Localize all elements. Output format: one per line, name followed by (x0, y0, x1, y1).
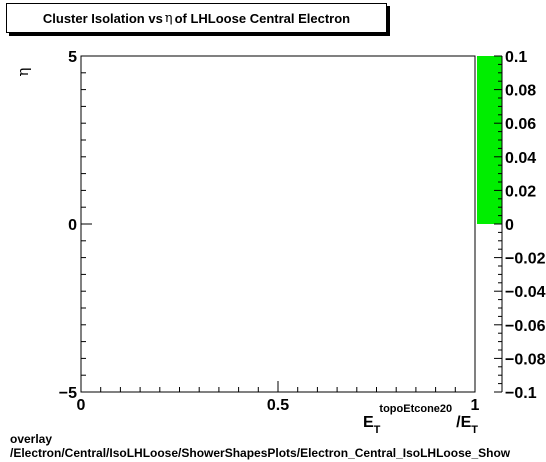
z-tick-label: −0.1 (505, 385, 537, 402)
y-axis: −5 0 5 (59, 49, 92, 402)
x-label-sub: T (374, 424, 381, 436)
x-label-sub2: T (471, 424, 478, 436)
y-axis-label: η (14, 68, 32, 77)
x-label-sup: topoEtcone20 (379, 403, 452, 415)
x-label-base: E (363, 414, 374, 431)
footer-line-2: /Electron/Central/IsoLHLoose/ShowerShape… (10, 446, 511, 460)
z-tick-label: 0 (505, 217, 514, 234)
x-tick-label: 1 (471, 397, 480, 414)
colorbar-axis: −0.1 −0.08 −0.06 −0.04 −0.02 0 0.02 0.04 0.06 0.0… (494, 49, 546, 402)
colorbar: −0.1 −0.08 −0.06 −0.04 −0.02 0 0.02 0.04 0.06 0.0… (477, 49, 546, 402)
z-tick-label: 0.04 (505, 150, 536, 167)
y-tick-label: −5 (59, 385, 77, 402)
plot-frame (80, 55, 476, 393)
z-tick-label: 0.08 (505, 83, 536, 100)
y-tick-label: 5 (68, 49, 77, 66)
x-axis-label: ETtopoEtcone20/ET (363, 403, 478, 436)
z-tick-label: −0.06 (505, 318, 546, 335)
z-tick-label: −0.08 (505, 351, 546, 368)
x-tick-label: 0.5 (267, 397, 289, 414)
footer-line-1: overlay (10, 432, 53, 446)
z-tick-label: −0.04 (505, 284, 546, 301)
title-part-2: of LHLoose Central Electron (174, 10, 351, 26)
x-tick-label: 0 (77, 397, 86, 414)
x-label-sep: /E (456, 414, 471, 431)
z-tick-label: 0.1 (505, 49, 527, 66)
chart-title: Cluster Isolation vs η of LHLoose Centra… (6, 3, 387, 33)
x-axis: 0 0.5 1 (77, 381, 480, 414)
title-eta: η (164, 10, 173, 26)
y-tick-label: 0 (68, 217, 77, 234)
z-tick-label: 0.06 (505, 116, 536, 133)
colorbar-fill (477, 56, 502, 224)
z-tick-label: 0.02 (505, 183, 536, 200)
z-tick-label: −0.02 (505, 251, 546, 268)
title-part-1: Cluster Isolation vs (42, 10, 163, 26)
